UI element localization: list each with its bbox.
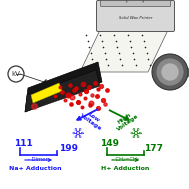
Text: Na+ Adduction: Na+ Adduction [9, 166, 61, 171]
Text: 177: 177 [144, 144, 163, 153]
FancyBboxPatch shape [101, 1, 170, 6]
Circle shape [131, 132, 133, 134]
Text: - CH₂=CH₂: - CH₂=CH₂ [112, 157, 138, 162]
Circle shape [133, 128, 135, 130]
FancyBboxPatch shape [186, 68, 189, 76]
Circle shape [139, 132, 141, 134]
Circle shape [75, 128, 77, 130]
Circle shape [75, 136, 77, 138]
Text: - Dimer: - Dimer [28, 157, 48, 162]
Polygon shape [31, 83, 62, 103]
Text: 111: 111 [14, 139, 33, 148]
Text: Solid Wax Printer: Solid Wax Printer [119, 16, 152, 20]
Circle shape [156, 58, 184, 86]
Circle shape [73, 132, 75, 134]
Text: kV: kV [12, 71, 20, 77]
Circle shape [133, 136, 135, 138]
Circle shape [161, 63, 179, 81]
Circle shape [81, 132, 83, 134]
Circle shape [79, 136, 81, 138]
Polygon shape [25, 70, 100, 112]
Circle shape [137, 128, 139, 130]
Circle shape [79, 128, 81, 130]
Polygon shape [25, 62, 102, 112]
Circle shape [137, 136, 139, 138]
Text: High
Voltage: High Voltage [112, 109, 139, 132]
Text: 199: 199 [59, 144, 78, 153]
Text: Low
Voltage: Low Voltage [78, 108, 105, 131]
Circle shape [76, 131, 80, 135]
Circle shape [134, 131, 138, 135]
Polygon shape [80, 30, 168, 72]
Text: 149: 149 [100, 139, 119, 148]
FancyBboxPatch shape [97, 1, 174, 32]
Circle shape [152, 54, 188, 90]
Text: H+ Adduction: H+ Adduction [101, 166, 149, 171]
